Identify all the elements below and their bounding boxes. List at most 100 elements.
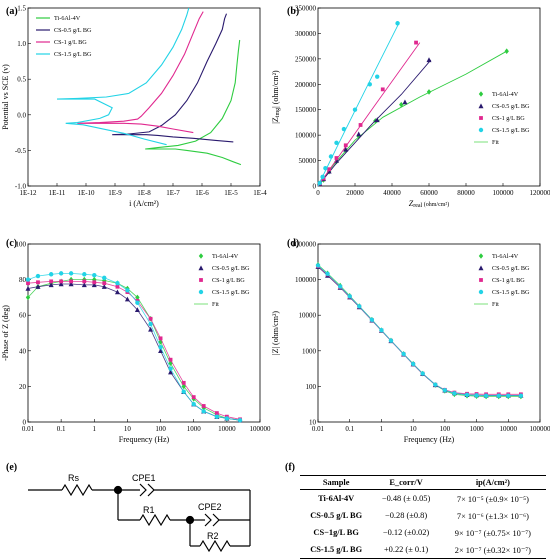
- data-point: [135, 300, 140, 305]
- x-tick-label: 0.1: [345, 425, 354, 433]
- series-line: [77, 11, 204, 134]
- data-point: [181, 380, 186, 385]
- x-axis-label-part: real: [413, 203, 422, 209]
- data-point: [214, 411, 219, 415]
- data-point: [58, 271, 64, 276]
- y-tick-label: 250000: [295, 55, 317, 63]
- data-point: [483, 393, 489, 398]
- legend-marker: [478, 103, 484, 109]
- legend-entry: Ti-6Al-4V: [492, 91, 519, 98]
- legend-marker: [478, 253, 484, 259]
- legend-entry: CS-1.5 g/L BG: [492, 289, 530, 296]
- data-point: [115, 284, 120, 289]
- data-point: [69, 279, 74, 284]
- legend: Ti-6Al-4V CS-0.5 g/L BG CS-1 g/L BG CS-1.5 …: [474, 253, 530, 308]
- y-tick-label: 0: [313, 183, 317, 191]
- data-point: [343, 146, 349, 152]
- data-point: [68, 271, 74, 276]
- data-point: [92, 280, 97, 285]
- legend-entry: Ti-6Al-4V: [54, 15, 81, 22]
- x-tick-label: 60000: [420, 189, 438, 197]
- data-point: [337, 284, 343, 289]
- fit-line: [27, 279, 241, 421]
- legend-marker: [198, 253, 204, 259]
- series-line: [145, 39, 242, 166]
- data-point: [357, 304, 362, 309]
- fit-line: [317, 266, 521, 396]
- x-tick-label: 1E-11: [49, 189, 66, 197]
- series-3: [315, 263, 524, 398]
- x-tick-label: 1E-12: [19, 189, 37, 197]
- legend-entry: CS-1.5 g/L BG: [54, 51, 92, 58]
- data-point: [334, 156, 339, 160]
- data-point: [358, 123, 363, 127]
- table-cell: 7× 10⁻⁶ (±1.3× 10⁻⁶): [456, 511, 529, 521]
- corrosion-table: Sample E_corr/V ip(A/cm²) Ti-6Al-4V −0.48 (…: [300, 475, 546, 559]
- cpe2-plate: [212, 513, 220, 527]
- x-tick-label: 10: [410, 425, 418, 433]
- y-tick-label: 350000: [295, 5, 317, 13]
- table-cell: −0.28 (±0.8): [385, 511, 428, 520]
- table-cell: −0.48 (± 0.05): [381, 494, 431, 503]
- y-tick-label: 1.5: [17, 5, 26, 13]
- data-point: [181, 389, 186, 394]
- x-tick-label: 80000: [457, 189, 475, 197]
- panel-label: (b): [287, 6, 299, 17]
- series-line: [112, 13, 234, 143]
- data-point: [124, 296, 130, 302]
- legend-entry: Ti-6Al-4V: [212, 253, 239, 260]
- data-point: [352, 107, 358, 112]
- y-tick-label: 100: [306, 383, 317, 391]
- data-point: [426, 57, 432, 63]
- data-point: [168, 360, 173, 367]
- fit-line: [317, 264, 521, 397]
- y-tick-label: 50000: [299, 157, 317, 165]
- x-tick-label: 100000: [250, 425, 272, 433]
- legend-marker: [479, 116, 483, 120]
- x-tick-label: 1E-5: [224, 189, 238, 197]
- series-3: [317, 21, 400, 187]
- y-tick-label: 0.0: [17, 111, 26, 119]
- x-tick-label: 1E-6: [195, 189, 209, 197]
- legend-entry: CS-1 g/L BG: [492, 115, 525, 122]
- panel-label: (a): [6, 6, 18, 17]
- table-cell: CS−1g/L BG: [313, 528, 359, 537]
- y-tick-label: 0.5: [17, 76, 26, 84]
- fit-line: [317, 42, 421, 187]
- chart-1: (b) 0 20000 40000 60000 80000 100000 120000 0 500…: [271, 5, 550, 210]
- resistor-r2: [199, 539, 231, 553]
- data-point: [25, 294, 31, 301]
- circuit-label-rs: Rs: [68, 473, 79, 483]
- data-point: [320, 174, 325, 180]
- y-tick-label: 1000000: [292, 241, 317, 249]
- y-tick-label: 60: [19, 312, 27, 320]
- table-cell: 9× 10⁻⁷ (±0.75× 10⁻⁷): [454, 528, 531, 538]
- data-point: [148, 316, 153, 321]
- y-tick-label: 200000: [295, 81, 317, 89]
- data-point: [315, 263, 321, 268]
- x-axis-label: Zreal (ohm/cm²): [409, 199, 449, 209]
- legend: Ti-6Al-4V CS-0.5 g/L BG CS-1 g/L BG CS-1.5 …: [36, 15, 92, 58]
- legend: Ti-6Al-4V CS-0.5 g/L BG CS-1 g/L BG CS-1.5 …: [474, 91, 530, 146]
- data-point: [375, 74, 380, 79]
- data-point: [452, 391, 457, 396]
- x-tick-label: 1: [380, 425, 384, 433]
- data-point: [35, 284, 41, 289]
- table-row: CS-1.5 g/L BG +0.22 (± 0.1) 2× 10⁻⁷ (±0.32…: [300, 541, 546, 559]
- y-tick-label: 1.0: [17, 40, 26, 48]
- legend-entry: Fit: [492, 301, 499, 308]
- x-tick-label: 0: [316, 189, 320, 197]
- legend-entry: Ti-6Al-4V: [492, 253, 519, 260]
- series-2: [317, 40, 421, 187]
- plot-frame: [317, 243, 541, 423]
- data-point: [347, 294, 352, 299]
- x-axis-label-part: (ohm/cm²): [422, 201, 449, 208]
- data-point: [317, 180, 323, 186]
- series-3: [25, 271, 243, 423]
- x-tick-label: 100000: [530, 425, 550, 433]
- data-point: [48, 272, 54, 277]
- data-point: [343, 143, 348, 148]
- data-point: [399, 101, 404, 108]
- data-point: [36, 280, 40, 285]
- data-point: [379, 328, 384, 333]
